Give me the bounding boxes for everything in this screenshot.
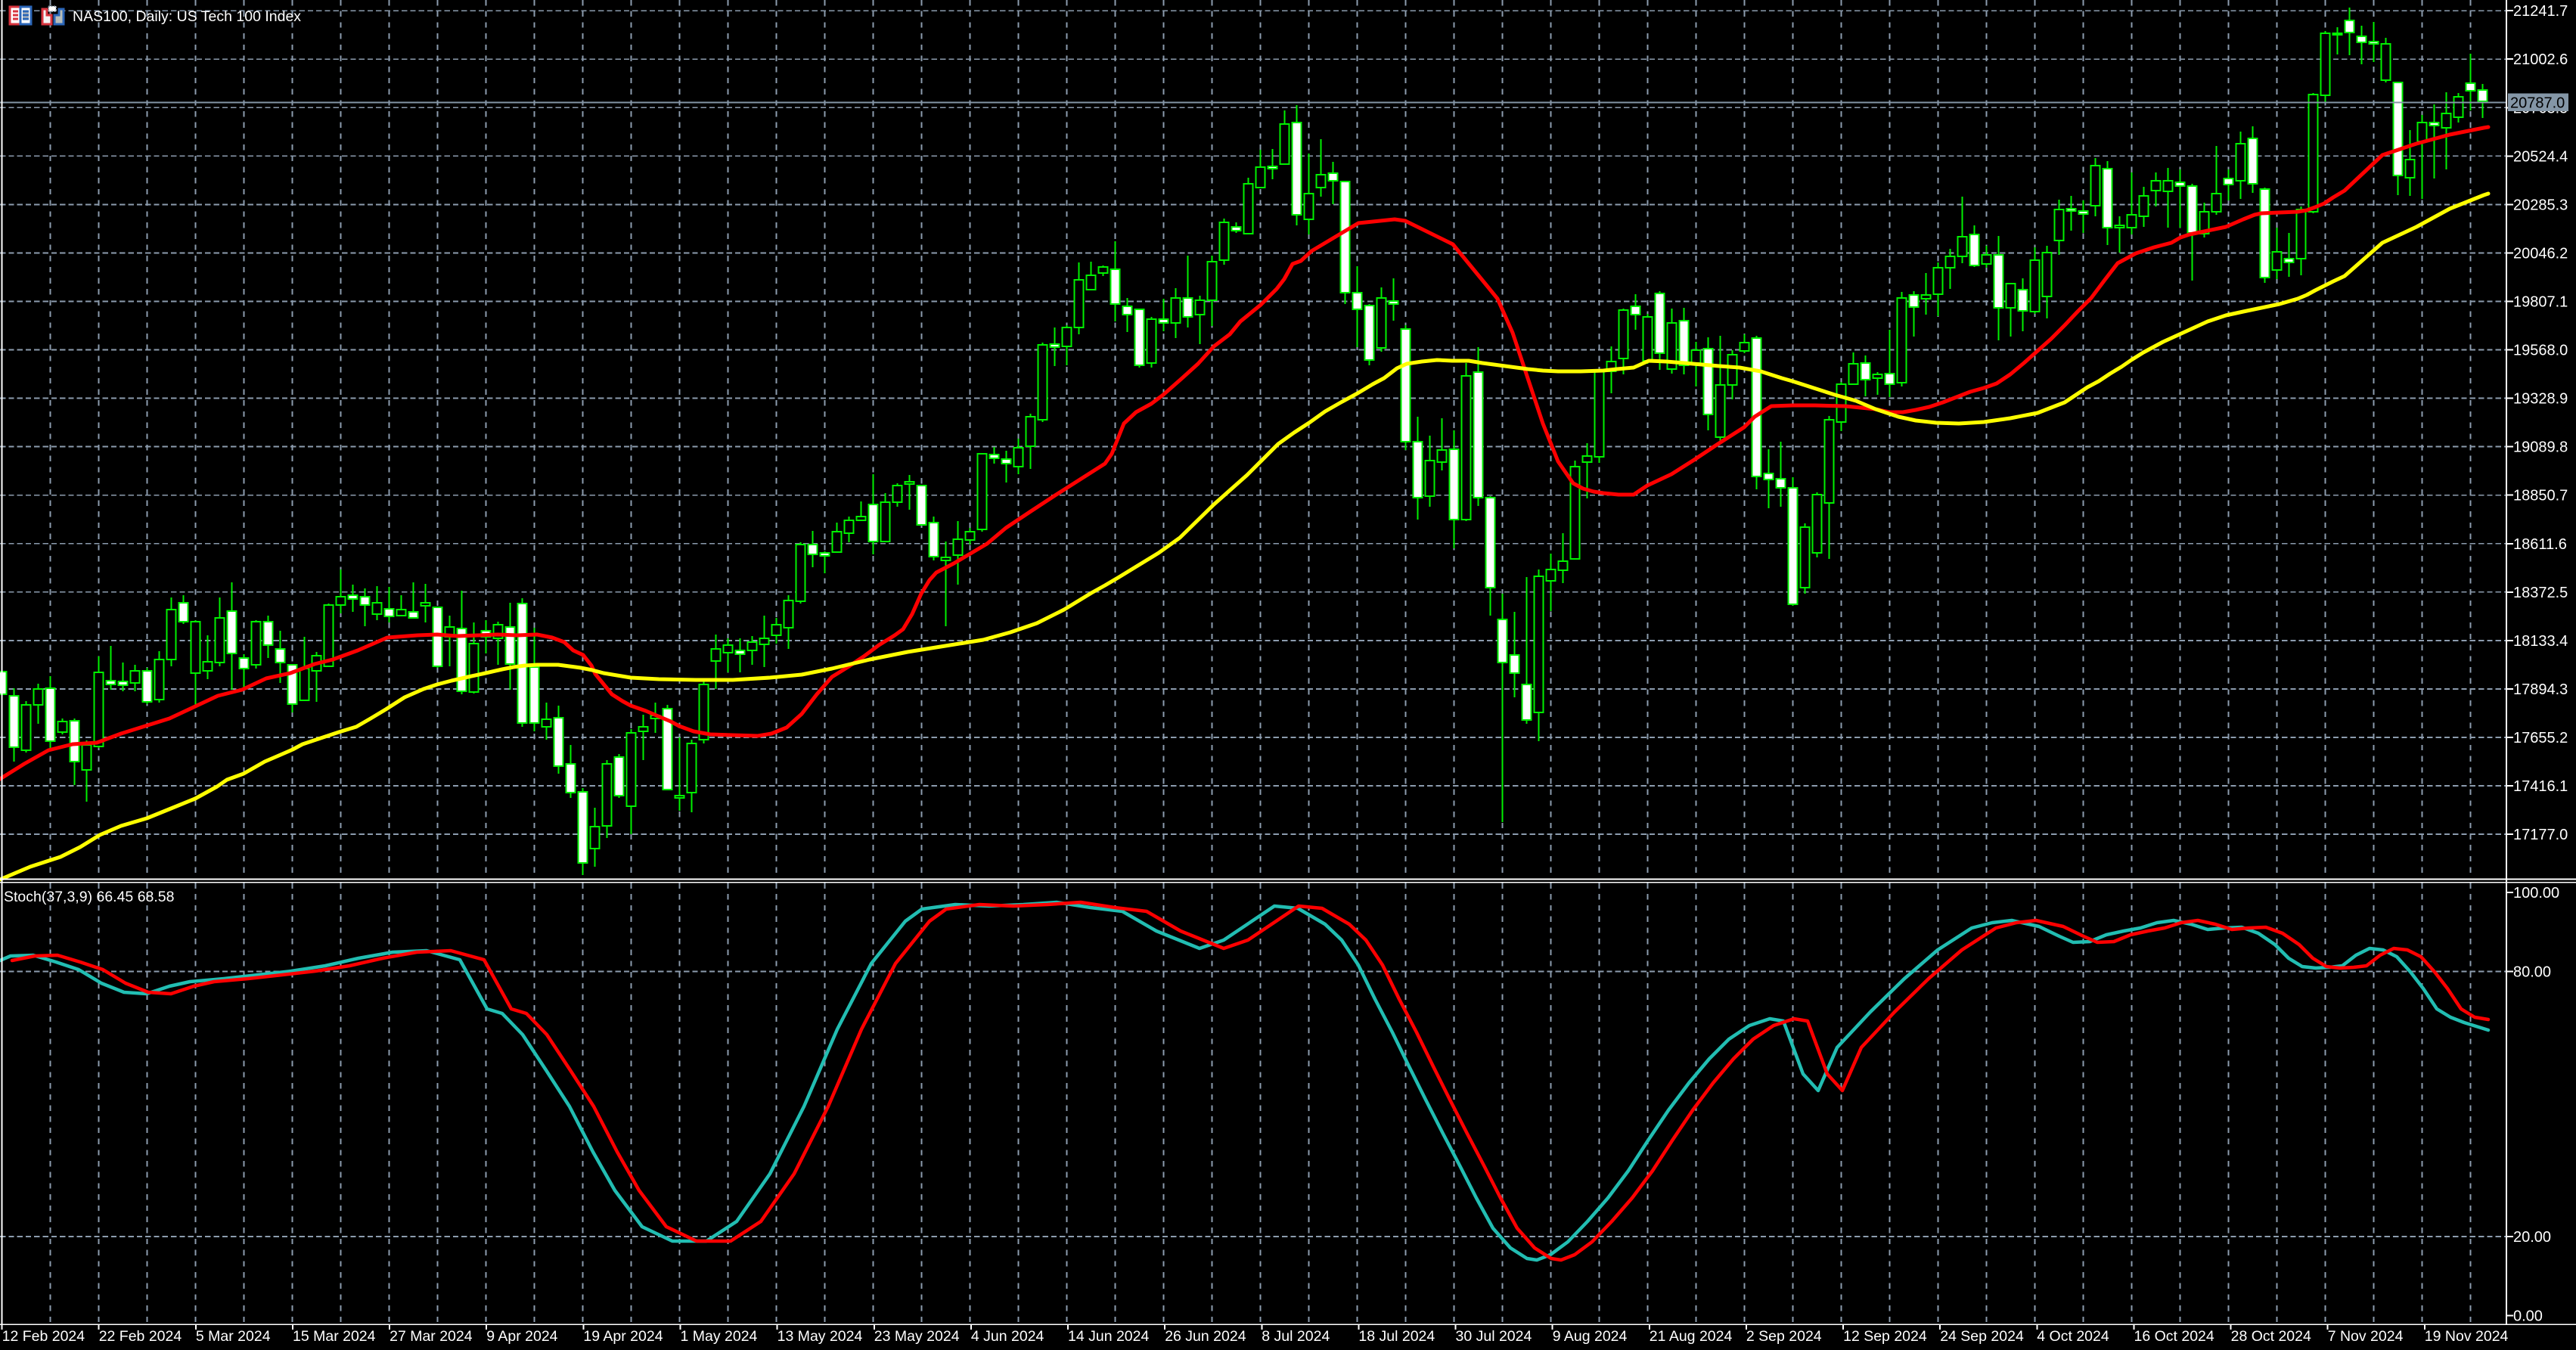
svg-text:19 Nov 2024: 19 Nov 2024 bbox=[2425, 1328, 2509, 1345]
svg-text:18372.5: 18372.5 bbox=[2513, 585, 2568, 601]
svg-text:21002.6: 21002.6 bbox=[2513, 51, 2568, 68]
svg-text:5 Mar 2024: 5 Mar 2024 bbox=[196, 1328, 271, 1345]
svg-text:19 Apr 2024: 19 Apr 2024 bbox=[583, 1328, 663, 1345]
svg-text:30 Jul 2024: 30 Jul 2024 bbox=[1456, 1328, 1532, 1345]
svg-text:15 Mar 2024: 15 Mar 2024 bbox=[293, 1328, 376, 1345]
svg-text:80.00: 80.00 bbox=[2513, 964, 2551, 981]
svg-text:1 May 2024: 1 May 2024 bbox=[681, 1328, 758, 1345]
svg-text:20787.0: 20787.0 bbox=[2510, 95, 2565, 112]
svg-text:26 Jun 2024: 26 Jun 2024 bbox=[1165, 1328, 1246, 1345]
svg-text:17655.2: 17655.2 bbox=[2513, 730, 2568, 746]
svg-text:19807.1: 19807.1 bbox=[2513, 294, 2568, 311]
svg-text:2 Sep 2024: 2 Sep 2024 bbox=[1746, 1328, 1822, 1345]
svg-text:4 Oct 2024: 4 Oct 2024 bbox=[2037, 1328, 2109, 1345]
svg-text:18611.6: 18611.6 bbox=[2513, 536, 2567, 553]
svg-text:9 Aug 2024: 9 Aug 2024 bbox=[1553, 1328, 1628, 1345]
svg-text:17894.3: 17894.3 bbox=[2513, 681, 2568, 698]
svg-text:17416.1: 17416.1 bbox=[2513, 778, 2568, 795]
svg-text:18850.7: 18850.7 bbox=[2513, 488, 2568, 504]
svg-text:17177.0: 17177.0 bbox=[2513, 827, 2568, 843]
svg-text:20524.4: 20524.4 bbox=[2513, 148, 2568, 165]
svg-text:16 Oct 2024: 16 Oct 2024 bbox=[2134, 1328, 2214, 1345]
svg-text:12 Sep 2024: 12 Sep 2024 bbox=[1843, 1328, 1927, 1345]
svg-text:18 Jul 2024: 18 Jul 2024 bbox=[1358, 1328, 1435, 1345]
svg-text:19568.0: 19568.0 bbox=[2513, 343, 2568, 359]
svg-text:Stoch(37,3,9) 66.45 68.58: Stoch(37,3,9) 66.45 68.58 bbox=[4, 889, 175, 905]
svg-text:28 Oct 2024: 28 Oct 2024 bbox=[2231, 1328, 2311, 1345]
svg-text:19328.9: 19328.9 bbox=[2513, 391, 2568, 408]
svg-text:27 Mar 2024: 27 Mar 2024 bbox=[390, 1328, 473, 1345]
svg-text:19089.8: 19089.8 bbox=[2513, 439, 2568, 456]
svg-text:4 Jun 2024: 4 Jun 2024 bbox=[971, 1328, 1044, 1345]
svg-text:18133.4: 18133.4 bbox=[2513, 633, 2568, 650]
svg-text:20046.2: 20046.2 bbox=[2513, 245, 2568, 262]
svg-text:14 Jun 2024: 14 Jun 2024 bbox=[1068, 1328, 1150, 1345]
svg-text:8 Jul 2024: 8 Jul 2024 bbox=[1262, 1328, 1330, 1345]
svg-text:7 Nov 2024: 7 Nov 2024 bbox=[2328, 1328, 2404, 1345]
svg-text:20285.3: 20285.3 bbox=[2513, 197, 2568, 213]
svg-text:NAS100, Daily: US Tech 100 In: NAS100, Daily: US Tech 100 Index bbox=[73, 8, 301, 25]
svg-text:0.00: 0.00 bbox=[2513, 1308, 2543, 1325]
svg-text:100.00: 100.00 bbox=[2513, 885, 2559, 902]
svg-text:9 Apr 2024: 9 Apr 2024 bbox=[486, 1328, 557, 1345]
svg-text:13 May 2024: 13 May 2024 bbox=[777, 1328, 863, 1345]
svg-text:23 May 2024: 23 May 2024 bbox=[874, 1328, 960, 1345]
svg-text:21 Aug 2024: 21 Aug 2024 bbox=[1650, 1328, 1733, 1345]
svg-text:21241.7: 21241.7 bbox=[2513, 3, 2568, 20]
svg-text:20.00: 20.00 bbox=[2513, 1229, 2551, 1246]
svg-text:12 Feb 2024: 12 Feb 2024 bbox=[2, 1328, 85, 1345]
svg-text:22 Feb 2024: 22 Feb 2024 bbox=[99, 1328, 182, 1345]
svg-text:24 Sep 2024: 24 Sep 2024 bbox=[1940, 1328, 2024, 1345]
